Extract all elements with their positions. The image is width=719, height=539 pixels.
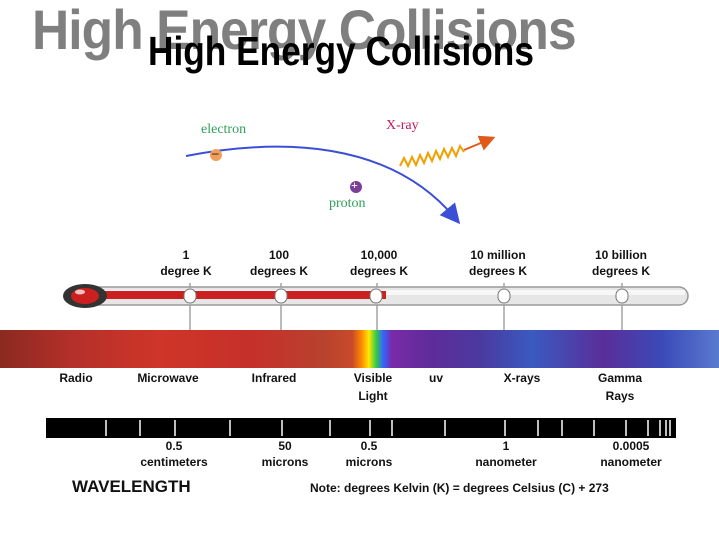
proton-dot [350, 181, 362, 193]
xray-label: X-ray [386, 118, 419, 133]
temp-label-5: 10 billion degrees K [591, 248, 651, 278]
band-label-microwave: Microwave [137, 371, 199, 385]
band-label-uv: uv [428, 371, 443, 385]
proton-symbol: + [351, 178, 358, 192]
band-label-gamma: Gamma Rays [597, 371, 643, 403]
wavelength-label-5: 0.0005 nanometer [600, 439, 662, 469]
thermometer [63, 284, 689, 308]
xray-wave [399, 143, 465, 169]
electron-label: electron [201, 122, 247, 137]
thermometer-markers [183, 288, 629, 304]
electron-path [185, 145, 461, 225]
wavelength-label-1: 0.5 centimeters [140, 439, 208, 469]
wavelength-ruler [46, 418, 676, 438]
band-label-xrays: X-rays [503, 371, 541, 385]
wavelength-axis-label: WAVELENGTH [72, 477, 191, 496]
temp-label-2: 100 degrees K [249, 248, 309, 278]
wavelength-label-3: 0.5 microns [345, 439, 393, 469]
proton-label: proton [329, 196, 366, 211]
wavelength-label-4: 1 nanometer [475, 439, 537, 469]
temp-label-1: 1 degree K [160, 248, 212, 278]
electron-symbol: – [212, 145, 219, 160]
temp-label-3: 10,000 degrees K [349, 248, 409, 278]
xray-arrow [463, 135, 496, 151]
electron-dot [210, 149, 222, 161]
band-label-infrared: Infrared [251, 371, 297, 385]
band-label-radio: Radio [59, 371, 93, 385]
temp-label-4: 10 million degrees K [468, 248, 528, 278]
title-shadow: High Energy Collisions [32, 0, 577, 61]
page-title: High Energy Collisions [148, 28, 534, 74]
kelvin-note: Note: degrees Kelvin (K) = degrees Celsi… [310, 481, 609, 495]
wavelength-label-2: 50 microns [261, 439, 309, 469]
spectrum-band [0, 330, 719, 368]
band-label-visible: Visible Light [353, 371, 393, 403]
